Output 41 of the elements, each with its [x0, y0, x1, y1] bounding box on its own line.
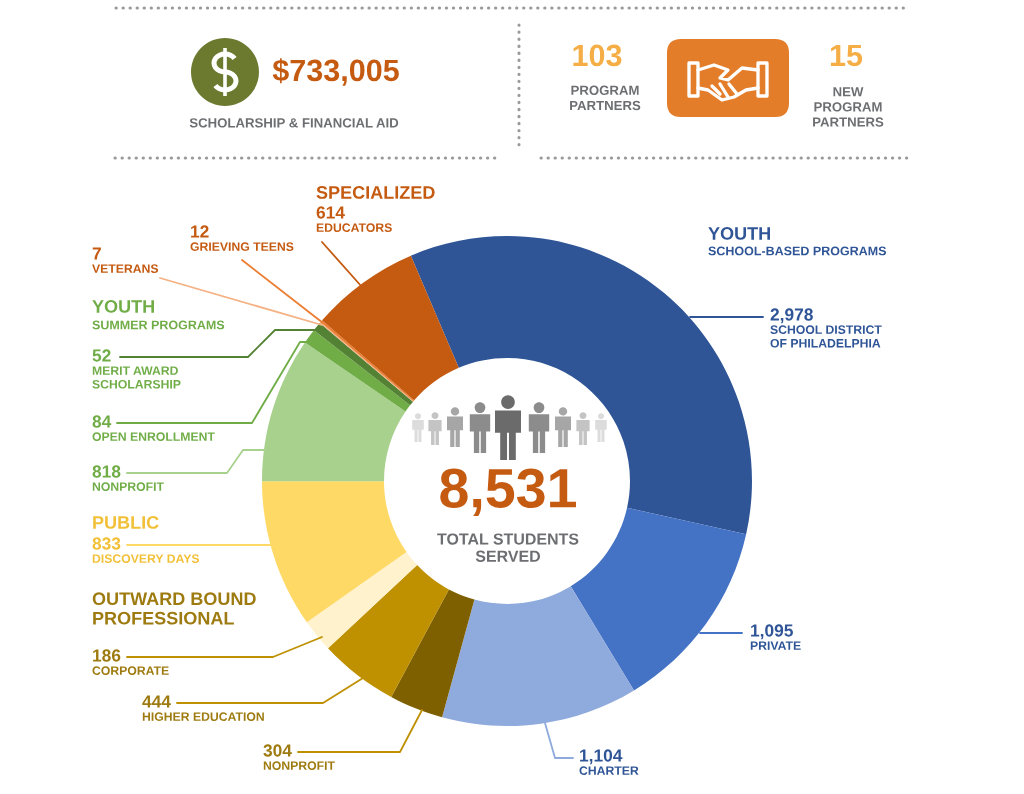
- data-label: 833: [92, 537, 121, 550]
- slice-label: SCHOOL DISTRICT OF PHILADELPHIA: [770, 325, 882, 348]
- data-label: 7: [92, 247, 101, 260]
- data-label: 12: [191, 225, 209, 238]
- data-label: 1,104: [580, 749, 623, 765]
- text: YOUTH: [708, 227, 770, 240]
- text: TOTAL STUDENTS SERVED: [437, 533, 579, 562]
- data-label: 818: [92, 465, 121, 478]
- text: PUBLIC: [93, 516, 159, 529]
- slice-label: NONPROFIT: [263, 761, 335, 770]
- data-label: 614: [316, 206, 345, 219]
- slice-label: GRIEVING TEENS: [190, 242, 294, 251]
- slice-label: HIGHER EDUCATION: [142, 712, 264, 721]
- text: OUTWARD BOUND PROFESSIONAL: [92, 592, 256, 625]
- text: $733,005: [272, 58, 399, 86]
- slice-label: EDUCATORS: [316, 223, 392, 232]
- slice-label: CORPORATE: [92, 666, 169, 675]
- text: 103: [573, 44, 622, 67]
- text: SUMMER PROGRAMS: [92, 320, 225, 330]
- text: YOUTH: [92, 300, 154, 313]
- data-label: 2,978: [770, 308, 813, 324]
- text: 15: [830, 44, 863, 67]
- slice-label: CHARTER: [579, 766, 639, 775]
- text: NEW PROGRAM PARTNERS: [813, 87, 884, 127]
- text: SPECIALIZED: [316, 186, 435, 199]
- data-label: 52: [92, 349, 111, 362]
- data-label: 186: [93, 649, 121, 662]
- data-label: 84: [92, 415, 112, 428]
- slice-label: MERIT AWARD SCHOLARSHIP: [92, 366, 181, 389]
- text: 8,531: [440, 468, 576, 516]
- data-label: 444: [142, 695, 171, 708]
- slice-label: VETERANS: [92, 264, 159, 273]
- text: SCHOLARSHIP & FINANCIAL AID: [189, 118, 399, 128]
- text: SCHOOL-BASED PROGRAMS: [708, 246, 886, 256]
- data-label: 1,095: [751, 624, 793, 640]
- data-label: 304: [263, 744, 292, 757]
- slice-label: OPEN ENROLLMENT: [92, 432, 215, 441]
- slice-label: PRIVATE: [750, 641, 801, 650]
- slice-label: DISCOVERY DAYS: [92, 554, 200, 563]
- text: PROGRAM PARTNERS: [570, 85, 641, 111]
- slice-label: NONPROFIT: [92, 482, 164, 491]
